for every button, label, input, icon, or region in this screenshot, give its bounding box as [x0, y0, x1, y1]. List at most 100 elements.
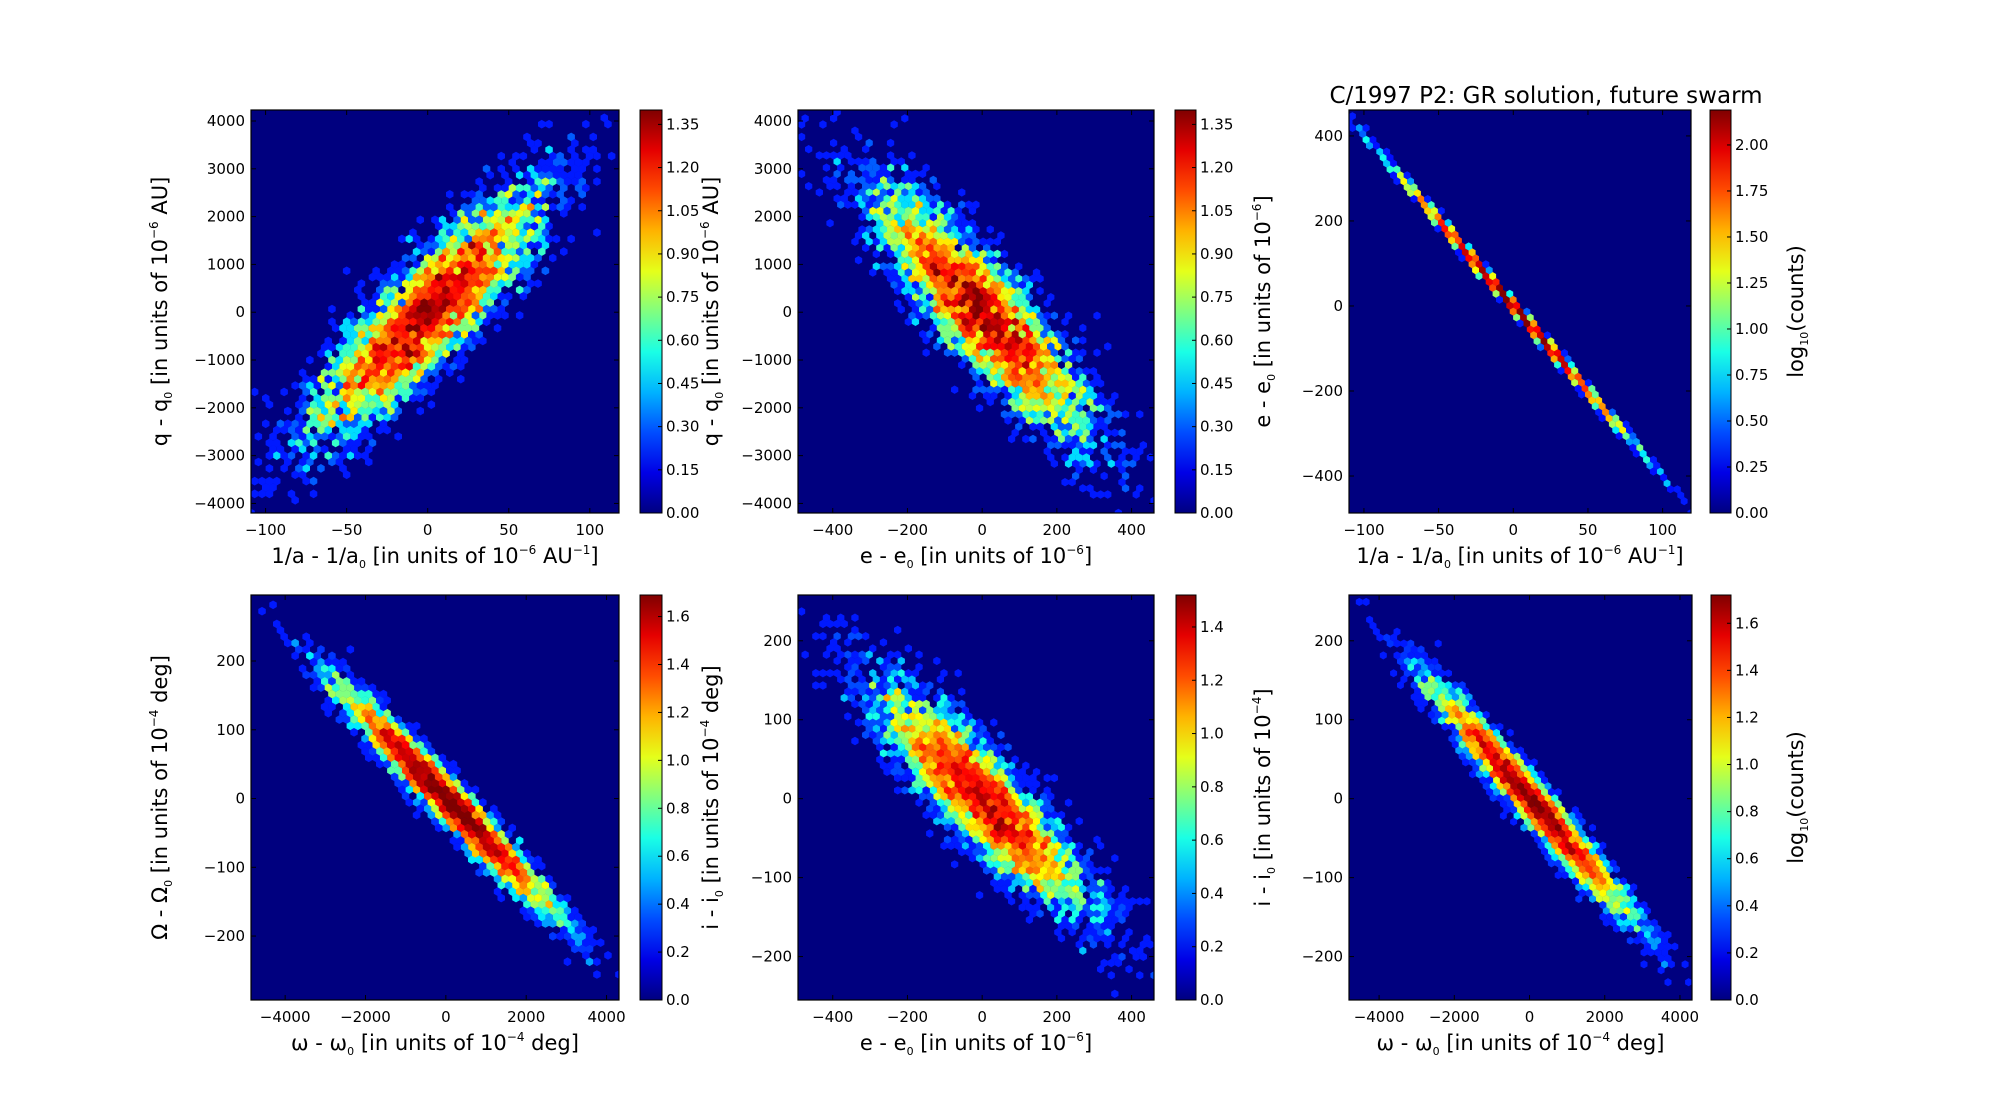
hex-bin	[549, 164, 557, 174]
hex-bin	[954, 330, 962, 339]
hex-bin	[1118, 940, 1126, 949]
x-tick-label: 100	[575, 521, 604, 539]
hex-bin	[523, 132, 531, 142]
y-axis-label-p4: Ω - Ω0 [in units of 10−4 deg]	[147, 655, 175, 940]
hex-bin	[549, 151, 557, 161]
hex-bin	[854, 231, 863, 240]
hex-bin	[1025, 878, 1033, 887]
hex-bin	[464, 836, 472, 845]
hex-bin	[951, 786, 959, 795]
hex-bin	[431, 342, 439, 352]
hex-bin	[501, 221, 509, 231]
hex-bin	[1079, 884, 1087, 894]
hex-bin	[493, 323, 502, 333]
hex-bin	[1043, 823, 1051, 832]
y-tick-label: −4000	[741, 494, 792, 512]
hex-bin	[1544, 782, 1552, 791]
hex-bin	[1136, 410, 1144, 419]
hex-bin	[309, 413, 318, 422]
hex-bin	[365, 355, 373, 365]
hex-bin	[1578, 829, 1586, 838]
hex-bin	[986, 823, 994, 832]
hex-bin	[993, 311, 1001, 320]
hex-bin	[354, 362, 362, 371]
hex-bin	[936, 286, 944, 296]
hex-bin	[890, 755, 898, 764]
hex-bin	[1608, 408, 1616, 417]
hex-bin	[997, 231, 1005, 240]
hex-bin	[479, 823, 487, 833]
hex-bin	[416, 342, 424, 352]
hex-bin	[1015, 422, 1023, 431]
hex-bin	[479, 209, 487, 218]
hex-bin	[975, 767, 984, 776]
hex-bin	[387, 317, 395, 327]
x-axis-label-p1-rest2: AU	[536, 544, 572, 568]
hex-bin	[961, 231, 969, 240]
hex-bin	[1513, 776, 1521, 785]
hex-bin	[886, 262, 895, 271]
hex-bin	[983, 391, 991, 400]
hex-bin	[1032, 854, 1041, 863]
hex-bin	[1089, 416, 1098, 425]
hex-bin	[409, 355, 417, 365]
hex-bin	[1520, 811, 1528, 820]
hex-bin	[872, 262, 880, 271]
hex-bin	[1400, 177, 1408, 186]
hex-bin	[1004, 829, 1012, 838]
hex-bin	[1036, 909, 1044, 918]
hex-bin	[1629, 432, 1637, 440]
hex-bin	[936, 237, 944, 246]
hex-bin	[1050, 823, 1058, 832]
hex-bin	[1561, 859, 1569, 868]
hex-bin	[1517, 805, 1524, 814]
hex-bin	[986, 798, 994, 807]
hex-bin	[590, 94, 598, 103]
hex-bin	[958, 262, 966, 271]
hex-bin	[420, 285, 428, 295]
hex-bin	[560, 912, 568, 922]
hex-bin	[475, 228, 483, 237]
hex-bin	[1011, 367, 1019, 376]
hex-bin	[826, 219, 834, 228]
hex-bin	[979, 847, 987, 857]
hex-bin	[854, 669, 863, 678]
colorbar-tick-label: 0.60	[666, 331, 699, 349]
hex-bin	[1079, 484, 1087, 493]
hex-bin	[975, 854, 984, 863]
hex-bin	[1499, 811, 1507, 820]
hex-bin	[958, 237, 966, 246]
hex-bin	[420, 336, 428, 346]
hex-bin	[1097, 928, 1105, 937]
hex-bin	[549, 880, 557, 890]
hex-bin	[869, 693, 877, 703]
hex-bin	[1386, 165, 1394, 174]
hex-bin	[1114, 508, 1122, 513]
hex-bin	[851, 650, 859, 659]
hex-bin	[904, 706, 912, 715]
hex-bin	[1011, 804, 1019, 813]
hex-bin	[1025, 792, 1033, 801]
hex-bin	[1565, 829, 1572, 838]
hex-bin	[979, 823, 987, 832]
hex-bin	[1040, 367, 1048, 376]
hex-bin	[1008, 810, 1016, 820]
hex-bin	[954, 780, 962, 789]
hex-bin	[1417, 693, 1425, 702]
hex-bin	[1510, 794, 1518, 802]
y-tick-label: 3000	[754, 160, 792, 178]
hex-bin	[265, 489, 274, 499]
hex-bin	[401, 266, 410, 276]
hex-bin	[335, 342, 344, 352]
axes-frame-p6	[1348, 594, 1693, 1001]
hex-bin	[1602, 906, 1610, 915]
hex-bin	[574, 158, 583, 167]
hex-bin	[1008, 786, 1016, 795]
hex-bin	[936, 810, 944, 820]
hex-bin	[1054, 903, 1062, 912]
hex-bin	[416, 406, 424, 416]
hex-bin	[468, 829, 476, 839]
colorbar-p4: 0.00.20.40.60.81.01.21.41.6	[639, 594, 690, 1009]
hex-bin	[990, 718, 998, 727]
